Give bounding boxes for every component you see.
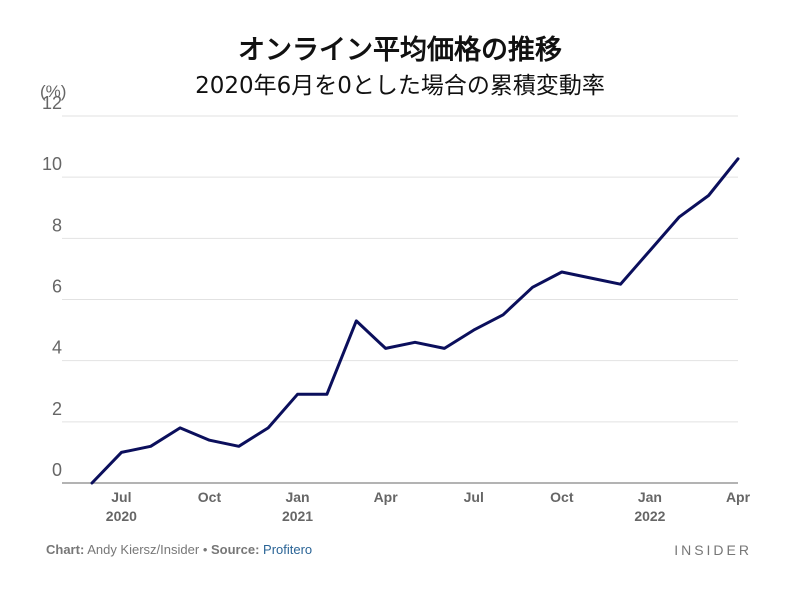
series-line — [90, 157, 740, 485]
insider-logo: INSIDER — [674, 542, 752, 558]
chart-title: オンライン平均価格の推移 — [238, 35, 562, 66]
x-tick-label: Jan — [638, 489, 662, 505]
chart-credit-author: Andy Kiersz/Insider — [87, 542, 200, 557]
x-tick-labels: Jul 2020 Oct Jan 2021 Apr Jul Oct Jan 2022 Apr — [106, 489, 751, 524]
grid-lines — [62, 115, 738, 484]
chart-subtitle: 2020年6月を0とした場合の累積変動率 — [195, 73, 605, 99]
x-tick-label: Jul — [464, 489, 484, 505]
x-tick-year-label: 2020 — [106, 508, 137, 524]
y-tick-label: 12 — [42, 93, 62, 113]
x-tick-label: Apr — [726, 489, 751, 505]
x-tick-label: Jan — [285, 489, 309, 505]
y-tick-label: 0 — [52, 460, 62, 480]
series-lines — [90, 157, 740, 485]
x-tick-label: Apr — [374, 489, 399, 505]
y-tick-labels: 0 2 4 6 8 10 12 — [42, 93, 62, 480]
y-axis-unit-label: (%) — [40, 82, 67, 101]
x-tick-label: Oct — [198, 489, 222, 505]
source-link[interactable]: Profitero — [263, 542, 313, 557]
x-tick-year-label: 2021 — [282, 508, 313, 524]
footer-bullet: • — [202, 542, 208, 557]
x-tick-year-label: 2022 — [634, 508, 665, 524]
y-tick-label: 6 — [52, 277, 62, 297]
source-label: Source: — [211, 542, 260, 557]
y-tick-label: 2 — [52, 399, 62, 419]
y-tick-label: 10 — [42, 154, 62, 174]
x-tick-label: Oct — [550, 489, 574, 505]
y-tick-label: 8 — [52, 215, 62, 235]
y-tick-label: 4 — [52, 338, 62, 358]
chart-footer: Chart: Andy Kiersz/Insider • Source: Pro… — [46, 542, 312, 557]
x-tick-label: Jul — [111, 489, 131, 505]
chart-credit-label: Chart: — [46, 542, 85, 557]
